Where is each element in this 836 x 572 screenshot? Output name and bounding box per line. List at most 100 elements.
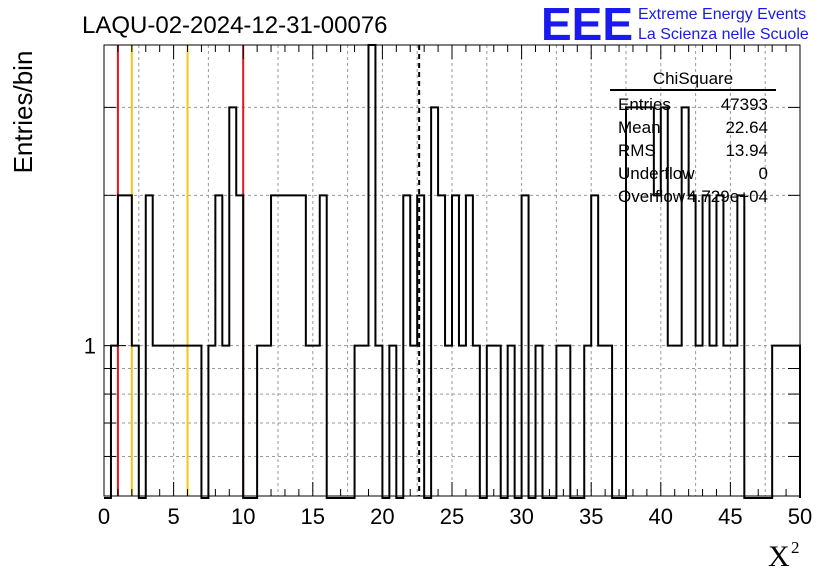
histogram-bin — [730, 346, 737, 496]
histogram-bin — [654, 195, 661, 496]
histogram-bin — [508, 346, 515, 496]
logo-line2: La Scienza nelle Scuole — [638, 26, 809, 43]
histogram-bin — [536, 346, 543, 496]
histogram-bin — [487, 346, 494, 496]
histogram-bin — [181, 346, 188, 496]
histogram-bin — [473, 346, 480, 496]
histogram-bin — [403, 195, 410, 496]
stats-value-overflow: 4.729e+04 — [687, 187, 768, 206]
histogram-bin — [167, 346, 174, 496]
histogram-bin — [264, 346, 271, 496]
histogram-bin — [146, 195, 153, 496]
histogram-bin — [703, 195, 710, 496]
histogram-bin — [285, 195, 292, 496]
stats-title: ChiSquare — [653, 69, 733, 88]
histogram-bin — [160, 346, 167, 496]
stats-value-mean: 22.64 — [725, 118, 768, 137]
x-tick-labels: 0 5 10 15 20 25 30 35 40 45 50 — [98, 504, 812, 529]
x-tick-label: 5 — [167, 504, 179, 529]
x-tick-label: 25 — [440, 504, 464, 529]
histogram-bin — [445, 346, 452, 496]
x-axis-label: X — [768, 540, 790, 572]
histogram-bin — [375, 346, 382, 496]
histogram-bin — [716, 195, 723, 496]
histogram-bin — [355, 346, 362, 496]
x-tick-label: 10 — [231, 504, 255, 529]
histogram-bars — [104, 44, 801, 499]
histogram-bin — [459, 346, 466, 496]
stats-label-underflow: Underflow — [618, 164, 695, 183]
histogram-bin — [696, 346, 703, 496]
x-tick-label: 35 — [579, 504, 603, 529]
histogram-bin — [452, 195, 459, 496]
histogram-bin — [668, 346, 675, 496]
x-tick-label: 50 — [788, 504, 812, 529]
stats-label-mean: Mean — [618, 118, 661, 137]
histogram-bin — [222, 346, 229, 496]
logo-mark: EEE — [541, 0, 633, 50]
stats-box: ChiSquare Entries 47393 Mean 22.64 RMS 1… — [610, 69, 776, 206]
stats-value-entries: 47393 — [721, 95, 768, 114]
histogram-bin — [689, 195, 696, 496]
stats-value-rms: 13.94 — [725, 141, 768, 160]
histogram-bin — [431, 107, 438, 496]
histogram-bin — [299, 195, 306, 496]
x-axis-label-superscript: 2 — [791, 538, 800, 557]
stats-value-underflow: 0 — [759, 164, 768, 183]
chart-title: LAQU-02-2024-12-31-00076 — [82, 12, 388, 39]
histogram-bin — [584, 346, 591, 496]
histogram-bin — [320, 195, 327, 496]
histogram-bin — [257, 346, 264, 496]
histogram-bin — [215, 195, 222, 496]
stats-label-entries: Entries — [618, 95, 671, 114]
histogram-bin — [278, 195, 285, 496]
histogram-bin — [417, 195, 424, 496]
histogram-bin — [598, 346, 605, 496]
histogram-bin — [737, 195, 744, 496]
y-axis-label: Entries/bin — [8, 51, 38, 174]
x-tick-label: 15 — [301, 504, 325, 529]
histogram-bin — [194, 346, 201, 496]
histogram-bin — [362, 346, 369, 496]
histogram-bin — [132, 346, 139, 496]
x-tick-label: 45 — [718, 504, 742, 529]
histogram-outline — [104, 44, 801, 499]
histogram-bin — [313, 346, 320, 496]
histogram-bin — [466, 195, 473, 496]
stats-label-rms: RMS — [618, 141, 656, 160]
x-tick-label: 0 — [98, 504, 110, 529]
x-tick-label: 40 — [649, 504, 673, 529]
histogram-bin — [591, 195, 598, 496]
y-tick-label: 1 — [84, 334, 96, 359]
histogram-bin — [271, 195, 278, 496]
stats-label-overflow: Overflow — [618, 187, 686, 206]
histogram-bin — [368, 45, 375, 496]
logo-line1: Extreme Energy Events — [638, 6, 806, 23]
histogram-bin — [710, 346, 717, 496]
histogram-bin — [522, 195, 529, 496]
histogram-bin — [723, 346, 730, 496]
eee-logo: EEE Extreme Energy Events La Scienza nel… — [541, 0, 809, 50]
x-tick-label: 20 — [370, 504, 394, 529]
histogram-bin — [229, 107, 236, 496]
histogram-bin — [779, 346, 786, 496]
histogram-bin — [292, 195, 299, 496]
histogram-bin — [556, 346, 563, 496]
histogram-bin — [772, 346, 779, 496]
histogram-bin — [208, 346, 215, 496]
histogram-bin — [605, 346, 612, 496]
histogram-bin — [236, 195, 243, 496]
histogram-bin — [494, 346, 501, 496]
histogram-bin — [563, 346, 570, 496]
histogram-bin — [389, 346, 396, 496]
axes — [103, 44, 801, 497]
histogram-bin — [438, 195, 445, 496]
histogram-bin — [188, 346, 195, 496]
x-tick-label: 30 — [509, 504, 533, 529]
histogram-bin — [410, 346, 417, 496]
histogram-bin — [675, 346, 682, 496]
y-tick-labels: 1 — [84, 334, 96, 359]
histogram-bin — [174, 346, 181, 496]
histogram-bin — [153, 346, 160, 496]
